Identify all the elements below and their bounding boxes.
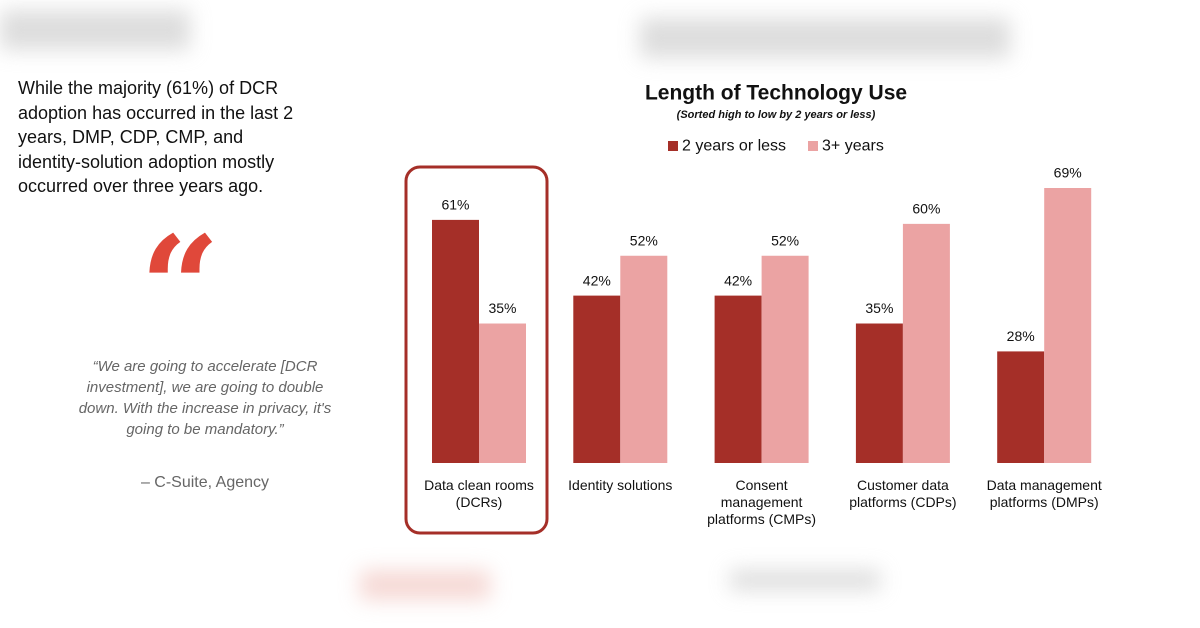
blurred-header: [640, 18, 1010, 58]
legend-label: 3+ years: [822, 138, 884, 155]
quote: “We are going to accelerate [DCR investm…: [78, 358, 332, 438]
blurred-footer: [360, 570, 490, 600]
bar: [902, 223, 950, 463]
value-label: 52%: [771, 232, 799, 248]
chart-title: Length of Technology Use: [645, 82, 907, 105]
legend-swatch: [808, 141, 818, 151]
chart-subtitle: (Sorted high to low by 2 years or less): [677, 109, 876, 121]
value-label: 52%: [630, 232, 658, 248]
value-label: 61%: [441, 197, 469, 213]
bar: [855, 323, 903, 463]
x-tick-label: Consent management platforms (CMPs): [707, 477, 817, 527]
highlight-box: [404, 165, 549, 535]
bar: [997, 351, 1045, 463]
bar: [714, 295, 762, 463]
attribution: – C-Suite, Agency: [140, 474, 270, 491]
value-label: 35%: [865, 300, 893, 316]
x-tick-label: Data management platforms (DMPs): [986, 477, 1102, 510]
value-label: 69%: [1054, 165, 1082, 181]
x-tick-label: Data clean rooms (DCRs): [424, 477, 534, 510]
blurred-header: [0, 10, 190, 50]
legend-swatch: [668, 141, 678, 151]
bar: [479, 323, 526, 463]
x-tick-label: Customer data platforms (CDPs): [849, 477, 957, 510]
blurred-footer: [730, 570, 880, 590]
bar: [620, 255, 668, 463]
value-label: 28%: [1007, 328, 1035, 344]
bar: [1044, 188, 1092, 463]
value-label: 35%: [488, 300, 516, 316]
legend-label: 2 years or less: [682, 138, 786, 155]
value-label: 42%: [583, 272, 611, 288]
quote-icon: “: [140, 207, 221, 371]
bar: [573, 295, 621, 463]
bar: [432, 219, 479, 463]
bar: [761, 255, 809, 463]
value-label: 60%: [912, 201, 940, 217]
x-tick-label: Identity solutions: [568, 477, 673, 493]
intro-text: While the majority (61%) of DCR adoption…: [18, 78, 294, 196]
value-label: 42%: [724, 272, 752, 288]
